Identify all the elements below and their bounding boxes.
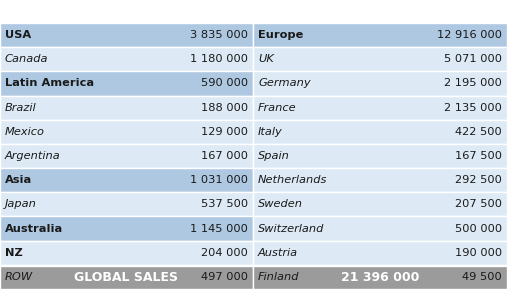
Bar [0,192,253,216]
Text: 292 500: 292 500 [455,175,502,185]
Bar [253,23,507,47]
Bar [253,192,507,216]
Text: 188 000: 188 000 [201,103,248,113]
Text: Switzerland: Switzerland [258,224,324,234]
Text: Asia: Asia [5,175,32,185]
Text: Finland: Finland [258,272,300,282]
Bar [0,216,253,241]
Bar [0,168,253,192]
Text: 167 500: 167 500 [455,151,502,161]
Text: 497 000: 497 000 [201,272,248,282]
Text: 129 000: 129 000 [201,127,248,137]
Text: 49 500: 49 500 [462,272,502,282]
Text: Latin America: Latin America [5,78,94,88]
Text: France: France [258,103,297,113]
Bar [253,241,507,265]
Text: 204 000: 204 000 [201,248,248,258]
Text: 1 180 000: 1 180 000 [190,54,248,64]
Bar [253,168,507,192]
Bar [0,241,253,265]
Text: 1 145 000: 1 145 000 [190,224,248,234]
Bar [0,120,253,144]
Bar [0,71,253,96]
Text: Argentina: Argentina [5,151,61,161]
Text: 422 500: 422 500 [455,127,502,137]
Text: UK: UK [258,54,274,64]
Text: Italy: Italy [258,127,283,137]
Text: Austria: Austria [258,248,298,258]
Bar [0,265,253,289]
Text: 2 135 000: 2 135 000 [444,103,502,113]
Text: GLOBAL SALES: GLOBAL SALES [75,271,178,284]
Bar [0,144,253,168]
Text: 1 031 000: 1 031 000 [190,175,248,185]
Text: Europe: Europe [258,30,303,40]
Text: 5 071 000: 5 071 000 [444,54,502,64]
Text: 500 000: 500 000 [455,224,502,234]
Text: 537 500: 537 500 [201,199,248,209]
Text: USA: USA [5,30,31,40]
Text: 2 195 000: 2 195 000 [444,78,502,88]
Bar [253,266,507,289]
Bar [253,120,507,144]
Text: ROW: ROW [5,272,33,282]
Text: Canada: Canada [5,54,49,64]
Text: NZ: NZ [5,248,23,258]
Bar [0,266,253,289]
Text: Mexico: Mexico [5,127,45,137]
Text: 21 396 000: 21 396 000 [341,271,419,284]
Text: Spain: Spain [258,151,290,161]
Text: 207 500: 207 500 [455,199,502,209]
Bar [253,144,507,168]
Bar [253,71,507,96]
Text: Sweden: Sweden [258,199,303,209]
Text: Brazil: Brazil [5,103,37,113]
Bar [253,265,507,289]
Text: Netherlands: Netherlands [258,175,328,185]
Bar [0,23,253,47]
Text: Australia: Australia [5,224,63,234]
Bar [253,96,507,120]
Bar [253,216,507,241]
Bar [0,47,253,71]
Text: 167 000: 167 000 [201,151,248,161]
Text: 12 916 000: 12 916 000 [437,30,502,40]
Text: 3 835 000: 3 835 000 [190,30,248,40]
Text: Japan: Japan [5,199,37,209]
Text: 190 000: 190 000 [455,248,502,258]
Bar [253,47,507,71]
Bar [0,96,253,120]
Text: 590 000: 590 000 [201,78,248,88]
Text: Germany: Germany [258,78,311,88]
